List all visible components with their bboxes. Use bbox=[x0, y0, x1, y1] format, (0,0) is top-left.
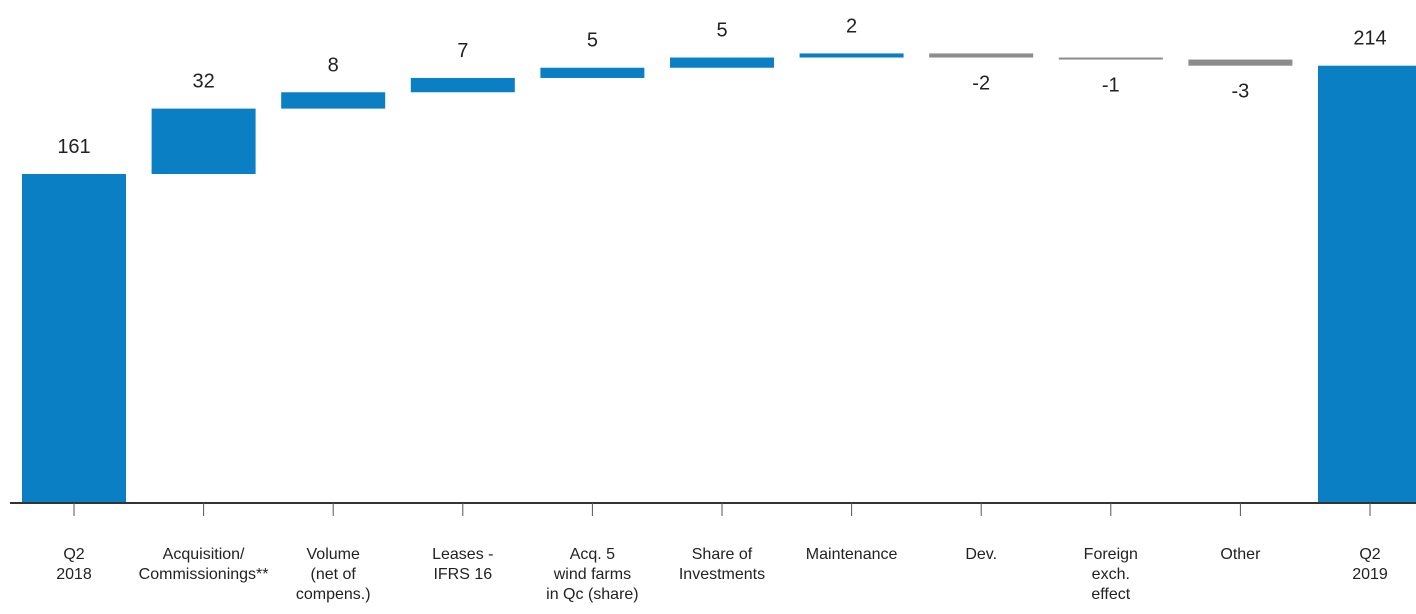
category-label-5-0: Share of bbox=[692, 546, 753, 563]
category-label-8-2: effect bbox=[1091, 586, 1130, 603]
category-label-7-0: Dev. bbox=[965, 546, 997, 563]
bar-0 bbox=[22, 174, 126, 503]
value-label-10: 214 bbox=[1353, 28, 1386, 50]
category-label-8-1: exch. bbox=[1092, 566, 1130, 583]
value-label-7: -2 bbox=[972, 73, 990, 95]
bar-3 bbox=[410, 77, 515, 93]
bar-7 bbox=[929, 53, 1034, 58]
category-label-2-2: compens.) bbox=[296, 586, 371, 603]
bar-4 bbox=[540, 67, 645, 78]
value-label-1: 32 bbox=[192, 71, 214, 93]
x-ticks-group bbox=[73, 503, 1371, 516]
bars-group bbox=[22, 53, 1416, 504]
bar-1 bbox=[151, 108, 256, 174]
bar-6 bbox=[799, 53, 904, 58]
value-label-3: 7 bbox=[457, 40, 468, 62]
value-label-5: 5 bbox=[716, 20, 727, 42]
category-label-0-1: 2018 bbox=[56, 566, 92, 583]
category-label-3-1: IFRS 16 bbox=[433, 566, 492, 583]
value-labels-group: 161 32 8 7 5 5 2 -2 -1 -3 214 bbox=[57, 15, 1386, 158]
category-label-4-2: in Qc (share) bbox=[546, 586, 638, 603]
bar-2 bbox=[281, 92, 386, 109]
bar-8 bbox=[1058, 57, 1163, 60]
category-label-2-1: (net of bbox=[311, 566, 357, 583]
category-label-1-1: Commissionings** bbox=[139, 566, 269, 583]
category-label-4-1: wind farms bbox=[553, 566, 631, 583]
category-label-9-0: Other bbox=[1220, 546, 1261, 563]
category-label-0-0: Q2 bbox=[63, 546, 84, 563]
value-label-4: 5 bbox=[587, 30, 598, 52]
value-label-9: -3 bbox=[1232, 81, 1250, 103]
category-label-1-0: Acquisition/ bbox=[163, 546, 245, 563]
value-label-2: 8 bbox=[328, 54, 339, 76]
category-label-3-0: Leases - bbox=[432, 546, 493, 563]
category-label-5-1: Investments bbox=[679, 566, 765, 583]
bar-10 bbox=[1318, 65, 1416, 504]
value-label-0: 161 bbox=[57, 136, 90, 158]
value-label-8: -1 bbox=[1102, 75, 1120, 97]
category-label-6-0: Maintenance bbox=[806, 546, 898, 563]
bar-5 bbox=[670, 57, 774, 68]
category-label-10-1: 2019 bbox=[1352, 566, 1388, 583]
category-label-2-0: Volume bbox=[307, 546, 360, 563]
bar-9 bbox=[1188, 59, 1293, 66]
category-label-4-0: Acq. 5 bbox=[570, 546, 615, 563]
category-label-10-0: Q2 bbox=[1359, 546, 1380, 563]
value-label-6: 2 bbox=[846, 15, 857, 37]
category-label-8-0: Foreign bbox=[1084, 546, 1138, 563]
category-labels-group: Q2 2018 Acquisition/Commissionings** Volume… bbox=[56, 546, 1388, 603]
